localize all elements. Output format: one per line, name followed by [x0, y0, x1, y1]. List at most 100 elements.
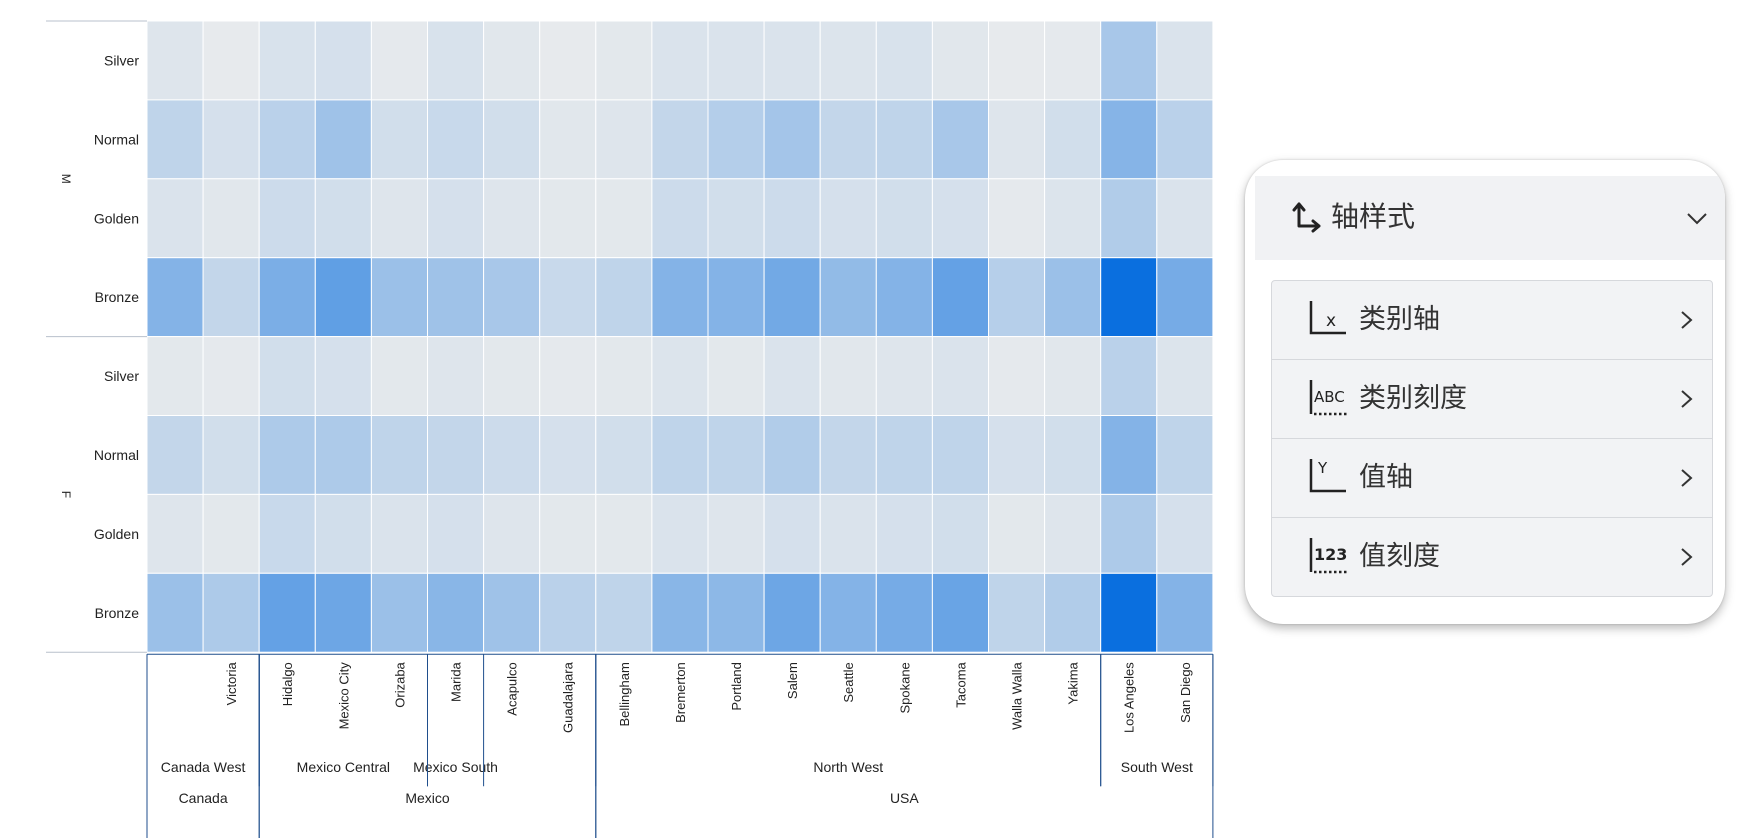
value-axis-item[interactable]: Y 值轴	[1272, 438, 1712, 517]
heatmap-cell	[819, 99, 877, 180]
heatmap-cell	[314, 572, 372, 653]
svg-text:Y: Y	[1317, 459, 1328, 477]
heatmap-cell	[370, 178, 428, 259]
heatmap-cell	[1100, 257, 1158, 338]
heatmap-cell	[595, 336, 653, 417]
value-scale-item[interactable]: 123 值刻度	[1272, 517, 1712, 596]
heatmap-cell	[763, 493, 821, 574]
chevron-right-icon	[1681, 469, 1693, 487]
category-scale-item[interactable]: ABC 类别刻度	[1272, 359, 1712, 438]
heatmap-cell	[875, 336, 933, 417]
category-scale-label: 类别刻度	[1359, 383, 1467, 414]
row-label: Normal	[94, 131, 139, 147]
gender-label: M	[59, 174, 73, 184]
gender-label: F	[59, 491, 73, 498]
axis-style-panel: 轴样式 x 类别轴 ABC 类别刻度	[1245, 160, 1725, 624]
city-label: Yakima	[1066, 661, 1081, 704]
heatmap-cell	[427, 415, 485, 495]
panel-title: 轴样式	[1331, 200, 1416, 233]
heatmap-cell	[146, 572, 204, 653]
city-label: Walla Walla	[1010, 661, 1025, 729]
heatmap-cell	[314, 20, 372, 101]
heatmap-cell	[427, 99, 485, 180]
heatmap-cell	[707, 99, 765, 180]
heatmap-cell	[258, 178, 316, 259]
svg-text:123: 123	[1314, 545, 1347, 564]
axis-style-header[interactable]: 轴样式	[1255, 176, 1725, 260]
heatmap-cell	[707, 572, 765, 653]
axis-style-list: x 类别轴 ABC 类别刻度 Y 值轴	[1271, 280, 1713, 597]
chevron-down-icon[interactable]	[1685, 206, 1709, 230]
heatmap-cell	[314, 336, 372, 417]
heatmap-cell	[483, 415, 541, 495]
city-label: Victoria	[224, 661, 239, 705]
heatmap-cell	[931, 99, 990, 180]
heatmap-cell	[539, 336, 597, 417]
heatmap-cell	[539, 572, 597, 653]
region-label: North West	[813, 759, 883, 775]
heatmap-cell	[146, 336, 204, 417]
heatmap-cell	[763, 336, 821, 417]
city-label: Bellingham	[617, 662, 632, 726]
heatmap-cell	[1044, 178, 1102, 259]
heatmap-cell	[1156, 178, 1214, 259]
heatmap-cell	[988, 415, 1046, 495]
heatmap-cell	[1044, 20, 1102, 101]
heatmap-cell	[819, 20, 877, 101]
chevron-right-icon	[1681, 311, 1693, 329]
y-axis-icon: Y	[1309, 459, 1346, 493]
city-label: Mexico City	[336, 662, 351, 730]
row-label: Silver	[104, 368, 139, 384]
heatmap-cell	[1100, 99, 1158, 180]
heatmap-cell	[875, 493, 933, 574]
city-label: Acapulco	[505, 662, 520, 715]
heatmap-cell	[1100, 20, 1158, 101]
heatmap-cell	[819, 257, 877, 338]
heatmap-cell	[988, 572, 1046, 653]
heatmap-cell	[202, 20, 260, 101]
heatmap-cell	[651, 336, 709, 417]
svg-text:x: x	[1326, 311, 1336, 331]
heatmap-cell	[483, 99, 541, 180]
number-scale-icon: 123	[1309, 538, 1348, 574]
value-axis-label: 值轴	[1359, 462, 1413, 493]
row-label: Golden	[94, 210, 139, 226]
heatmap-cell	[539, 257, 597, 338]
heatmap-cell	[875, 178, 933, 259]
heatmap-cell	[651, 99, 709, 180]
country-label: Canada	[179, 790, 228, 806]
heatmap-cell	[1100, 178, 1158, 259]
heatmap-cell	[539, 415, 597, 495]
city-label: Guadalajara	[561, 661, 576, 733]
heatmap-cell	[483, 257, 541, 338]
heatmap-cell	[651, 572, 709, 653]
heatmap-cell	[1100, 572, 1158, 653]
heatmap-cell	[707, 336, 765, 417]
heatmap-cell	[763, 257, 821, 338]
country-label: Mexico	[405, 790, 450, 806]
heatmap-cell	[1156, 20, 1214, 101]
heatmap-cell	[258, 336, 316, 417]
heatmap-cell	[988, 20, 1046, 101]
heatmap-cell	[1100, 336, 1158, 417]
heatmap-cell	[370, 99, 428, 180]
heatmap-cell	[258, 572, 316, 653]
heatmap-cell	[258, 415, 316, 495]
heatmap-cell	[819, 572, 877, 653]
city-label: Seattle	[841, 662, 856, 702]
heatmap-cell	[202, 336, 260, 417]
country-label: USA	[890, 790, 919, 806]
heatmap-cell	[258, 20, 316, 101]
heatmap-cell	[1044, 99, 1102, 180]
heatmap-cell	[202, 493, 260, 574]
city-label: Spokane	[897, 662, 912, 713]
heatmap-cell	[595, 493, 653, 574]
heatmap-cell	[707, 20, 765, 101]
heatmap-cell	[539, 99, 597, 180]
heatmap-cell	[819, 336, 877, 417]
heatmap-cell	[483, 572, 541, 653]
region-label: South West	[1121, 759, 1193, 775]
city-label: Orizaba	[392, 661, 407, 707]
heatmap-cell	[651, 415, 709, 495]
category-axis-item[interactable]: x 类别轴	[1272, 281, 1712, 359]
